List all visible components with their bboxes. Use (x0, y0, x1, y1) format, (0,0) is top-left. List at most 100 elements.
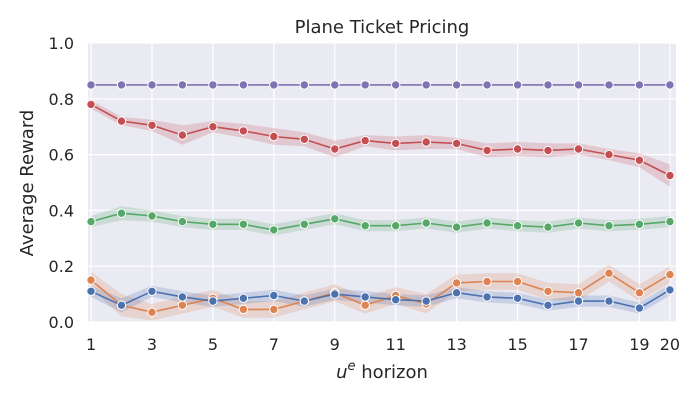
series-1-point (147, 120, 157, 131)
x-tick-label: 17 (568, 335, 588, 354)
series-4-point (147, 286, 157, 296)
series-1-point (512, 144, 523, 154)
series-4-point (512, 293, 523, 303)
series-2-point (391, 221, 401, 231)
series-1-point (421, 137, 431, 147)
series-3-point (512, 276, 523, 287)
series-0-point (86, 80, 96, 90)
series-3-point (177, 300, 188, 310)
series-0-point (177, 80, 188, 90)
series-0-point (482, 80, 492, 90)
series-4-point (177, 292, 188, 302)
series-2-point (238, 219, 249, 230)
series-4-point (299, 296, 309, 306)
series-0-point (451, 80, 462, 90)
series-0-point (573, 80, 584, 90)
series-1-point (543, 145, 553, 156)
series-1-point (116, 116, 127, 126)
series-4-point (86, 286, 96, 296)
series-3-line (90, 272, 671, 314)
series-3-point (604, 268, 614, 278)
series-1-point (573, 144, 584, 154)
series-2-point (116, 208, 127, 218)
series-3-point (360, 300, 370, 310)
series-2-point (665, 216, 675, 227)
series-2-point (512, 221, 523, 231)
series-4-point (330, 289, 340, 299)
series-1-point (330, 144, 340, 154)
series-4-point (269, 290, 279, 301)
y-axis-label: Average Reward (17, 110, 38, 257)
y-tick-label: 0.8 (49, 90, 74, 109)
series-1-point (360, 135, 370, 146)
series-4-line (90, 289, 671, 309)
series-3-point (543, 286, 553, 296)
series-2-point (147, 211, 157, 221)
x-tick-label: 7 (269, 335, 279, 354)
x-tick-label: 5 (208, 335, 218, 354)
series-3-point (665, 269, 675, 280)
x-tick-label: 15 (507, 335, 527, 354)
series-2-line (90, 212, 670, 231)
x-tick-label: 11 (386, 335, 406, 354)
x-tick-label: 19 (629, 335, 649, 354)
series-1-point (665, 170, 675, 181)
series-2-point (208, 219, 218, 230)
series-0-point (665, 80, 675, 90)
series-1-point (269, 131, 279, 142)
series-0-point (604, 80, 614, 90)
series-4-point (391, 295, 401, 305)
series-3-point (482, 276, 492, 287)
series-2-point (634, 219, 645, 230)
series-1-point (482, 145, 492, 156)
series-lines (90, 84, 671, 314)
series-1-point (451, 138, 462, 149)
series-2-point (482, 218, 492, 228)
series-1-point (634, 155, 645, 165)
chart-title: Plane Ticket Pricing (295, 17, 470, 38)
series-1-point (238, 126, 249, 136)
series-3-point (147, 307, 157, 317)
series-4-point (482, 292, 492, 302)
tick-labels: 0.00.20.40.60.81.01 3 5 7 9 11 13 15 17 19 20 (49, 34, 681, 354)
series-0-point (391, 80, 401, 90)
series-2-point (573, 218, 584, 228)
series-2-point (360, 221, 370, 231)
series-2-point (299, 219, 309, 230)
y-tick-label: 1.0 (49, 34, 74, 53)
series-1-point (208, 122, 218, 132)
series-4-point (116, 300, 127, 310)
series-2-point (543, 222, 553, 232)
series-2-point (269, 225, 279, 235)
series-0-point (238, 80, 249, 90)
series-2-point (86, 216, 96, 227)
series-1-point (299, 134, 309, 145)
series-4-point (573, 296, 584, 306)
series-3-point (238, 304, 249, 315)
series-1-point (604, 149, 614, 160)
x-tick-label: 3 (147, 335, 157, 354)
series-2-point (604, 221, 614, 231)
series-4-point (451, 288, 462, 298)
series-0-point (299, 80, 309, 90)
series-4-point (208, 296, 218, 306)
x-tick-label: 13 (446, 335, 466, 354)
series-points (86, 80, 675, 317)
y-tick-label: 0.6 (49, 146, 74, 165)
series-1-point (177, 130, 188, 140)
series-0-point (421, 80, 431, 90)
series-2-point (421, 218, 431, 228)
series-1-confidence-band (91, 100, 670, 187)
series-0-point (269, 80, 279, 90)
series-1-line (90, 103, 671, 177)
series-1-point (86, 99, 96, 110)
series-0-point (512, 80, 523, 90)
series-2-confidence-band (91, 206, 670, 236)
series-4-point (604, 296, 614, 306)
y-tick-label: 0.4 (49, 201, 74, 220)
series-4-point (665, 285, 675, 295)
x-tick-label: 1 (86, 335, 96, 354)
series-4-point (238, 293, 249, 303)
series-4-point (634, 303, 645, 313)
